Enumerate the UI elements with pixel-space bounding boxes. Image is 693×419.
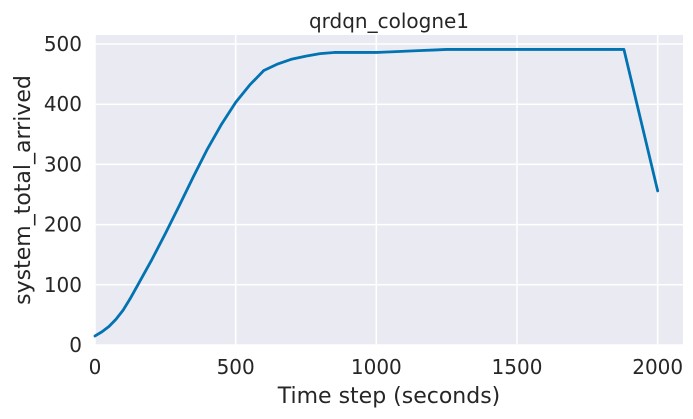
series-line [93, 48, 660, 338]
y-tick-label: 500 [44, 32, 82, 56]
y-axis-label: system_total_arrived [11, 75, 36, 305]
plot-area [95, 35, 683, 345]
x-tick-label: 1500 [492, 355, 543, 379]
x-tick-label: 1000 [351, 355, 402, 379]
y-axis-ticks: 0 100 200 300 400 500 [44, 32, 82, 357]
y-tick-label: 400 [44, 92, 82, 116]
x-axis-ticks: 0 500 1000 1500 2000 [89, 355, 683, 379]
x-tick-label: 2000 [632, 355, 683, 379]
x-tick-label: 500 [217, 355, 255, 379]
y-tick-label: 0 [69, 333, 82, 357]
chart-title: qrdqn_cologne1 [309, 9, 469, 33]
x-tick-label: 0 [89, 355, 102, 379]
y-tick-label: 100 [44, 273, 82, 297]
y-tick-label: 200 [44, 213, 82, 237]
series-group [93, 48, 660, 338]
x-axis-label: Time step (seconds) [277, 384, 501, 409]
y-tick-label: 300 [44, 152, 82, 176]
